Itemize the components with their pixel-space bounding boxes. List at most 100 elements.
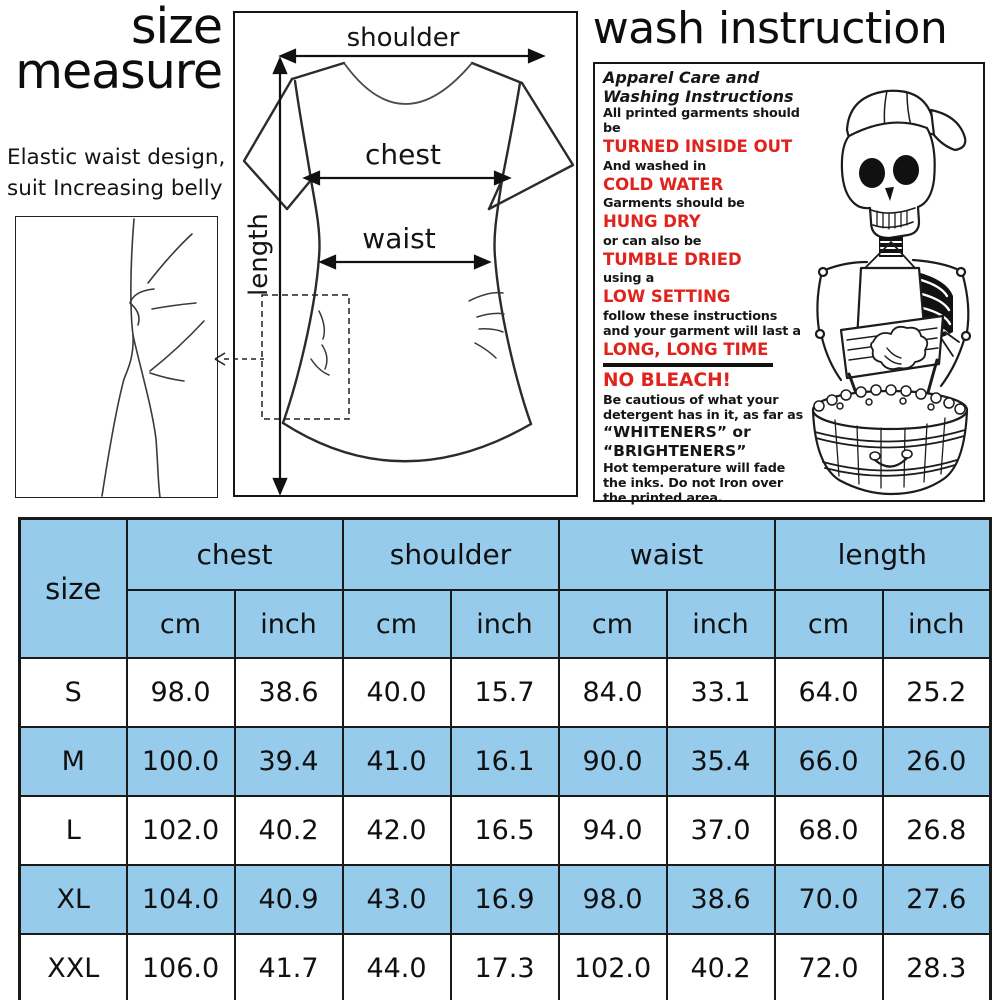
value-cell: 98.0	[125, 657, 236, 728]
value-cell: 68.0	[773, 795, 884, 866]
length-label: length	[244, 213, 274, 296]
value-cell: 102.0	[557, 933, 668, 1000]
waist-label: waist	[362, 222, 435, 255]
value-cell: 16.1	[449, 726, 560, 797]
title-line-2: measure	[15, 43, 223, 100]
size-cell: M	[18, 726, 128, 797]
value-cell: 40.2	[233, 795, 344, 866]
value-cell: 72.0	[773, 933, 884, 1000]
value-cell: 40.9	[233, 864, 344, 935]
value-cell: 25.2	[881, 657, 992, 728]
value-cell: 43.0	[341, 864, 452, 935]
value-cell: 100.0	[125, 726, 236, 797]
skeleton-washing-illustration	[811, 89, 972, 496]
group-header-chest: chest	[125, 517, 344, 591]
value-cell: 104.0	[125, 864, 236, 935]
value-cell: 70.0	[773, 864, 884, 935]
wash-heading-1: Apparel Care and	[603, 68, 760, 87]
size-column-header: size	[18, 517, 128, 659]
wash-line: using a	[603, 271, 655, 286]
value-cell: 28.3	[881, 933, 992, 1000]
fabric-wrinkle-sketch	[101, 218, 205, 498]
unit-header: cm	[773, 589, 884, 659]
value-cell: 40.2	[665, 933, 776, 1000]
wash-line: TUMBLE DRIED	[603, 249, 742, 269]
size-cell: L	[18, 795, 128, 866]
subtitle-line-1: Elastic waist design,	[7, 145, 226, 170]
value-cell: 106.0	[125, 933, 236, 1000]
wash-line: “WHITENERS” or	[603, 423, 751, 441]
table-row-s: S 98.0 38.6 40.0 15.7 84.0 33.1 64.0 25.…	[18, 657, 992, 728]
wash-line: Garments should be	[603, 196, 745, 211]
page-title: size measure	[0, 0, 223, 100]
unit-header: cm	[125, 589, 236, 659]
group-header-waist: waist	[557, 517, 776, 591]
value-cell: 64.0	[773, 657, 884, 728]
group-header-shoulder: shoulder	[341, 517, 560, 591]
value-cell: 41.7	[233, 933, 344, 1000]
wash-line: follow these instructions and your garme…	[603, 308, 801, 339]
value-cell: 39.4	[233, 726, 344, 797]
value-cell: 35.4	[665, 726, 776, 797]
wash-line: or can also be	[603, 233, 702, 249]
wash-line: HUNG DRY	[603, 212, 701, 231]
wash-line: LOW SETTING	[603, 287, 731, 306]
value-cell: 16.9	[449, 864, 560, 935]
size-cell: XL	[18, 864, 128, 935]
table-row-xxl: XXL 106.0 41.7 44.0 17.3 102.0 40.2 72.0…	[18, 933, 992, 1000]
unit-header: inch	[881, 589, 992, 659]
value-cell: 41.0	[341, 726, 452, 797]
value-cell: 40.0	[341, 657, 452, 728]
subtitle-line-2: suit Increasing belly	[7, 176, 223, 201]
chest-label: chest	[365, 138, 441, 171]
value-cell: 38.6	[233, 657, 344, 728]
shoulder-label: shoulder	[347, 23, 460, 53]
waist-highlight-rect	[261, 294, 350, 420]
divider	[603, 363, 773, 367]
tshirt-sketch: shoulder chest waist length	[242, 23, 575, 496]
unit-header: cm	[341, 589, 452, 659]
waist-detail-drawing	[15, 216, 218, 498]
wash-line: And washed in	[603, 158, 707, 174]
value-cell: 38.6	[665, 864, 776, 935]
wash-line: All printed garments should be	[603, 106, 800, 136]
wash-line: Hot temperature will fade the inks. Do n…	[603, 461, 786, 506]
value-cell: 15.7	[449, 657, 560, 728]
wash-instruction-title: wash instruction	[592, 3, 948, 54]
wash-line: “BRIGHTENERS”	[603, 442, 747, 460]
value-cell: 26.0	[881, 726, 992, 797]
value-cell: 26.8	[881, 795, 992, 866]
value-cell: 37.0	[665, 795, 776, 866]
value-cell: 90.0	[557, 726, 668, 797]
tshirt-diagram: shoulder chest waist length	[233, 11, 578, 497]
unit-header: inch	[233, 589, 344, 659]
size-cell: S	[18, 657, 128, 728]
size-cell: XXL	[18, 933, 128, 1000]
elastic-waist-note: Elastic waist design, suit Increasing be…	[7, 142, 239, 204]
unit-header: inch	[449, 589, 560, 659]
value-cell: 66.0	[773, 726, 884, 797]
wash-instruction-card: Apparel Care and Washing Instructions Al…	[593, 62, 985, 506]
value-cell: 94.0	[557, 795, 668, 866]
value-cell: 98.0	[557, 864, 668, 935]
zoom-connector-arrow	[214, 352, 264, 366]
value-cell: 102.0	[125, 795, 236, 866]
wash-line: TURNED INSIDE OUT	[603, 137, 793, 156]
wash-text-column: Apparel Care and Washing Instructions Al…	[603, 68, 803, 506]
group-header-length: length	[773, 517, 992, 591]
value-cell: 33.1	[665, 657, 776, 728]
wash-line: Be cautious of what your detergent has i…	[603, 393, 803, 423]
title-line-1: size	[130, 0, 223, 55]
value-cell: 44.0	[341, 933, 452, 1000]
value-cell: 27.6	[881, 864, 992, 935]
value-cell: 42.0	[341, 795, 452, 866]
wash-line: COLD WATER	[603, 174, 724, 194]
wash-line: LONG, LONG TIME	[603, 339, 769, 359]
unit-header: cm	[557, 589, 668, 659]
value-cell: 17.3	[449, 933, 560, 1000]
size-table: size chest shoulder waist length cm inch…	[18, 517, 992, 1000]
unit-header: inch	[665, 589, 776, 659]
value-cell: 84.0	[557, 657, 668, 728]
value-cell: 16.5	[449, 795, 560, 866]
